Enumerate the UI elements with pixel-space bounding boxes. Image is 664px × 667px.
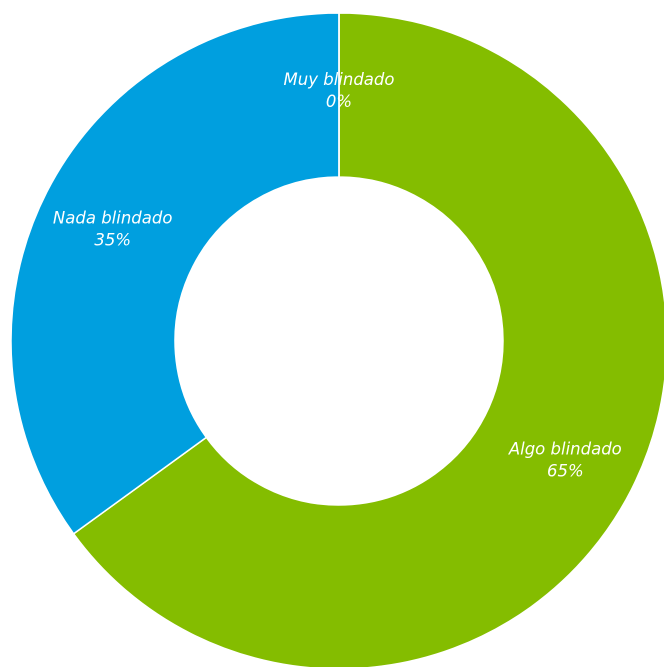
slice-algo-blindado — [72, 12, 664, 667]
slice-value-nada-blindado: 35% — [94, 231, 131, 250]
slice-label-algo-blindado: Algo blindado — [508, 439, 622, 458]
slice-value-muy-blindado: 0% — [326, 92, 352, 111]
slice-label-nada-blindado: Nada blindado — [53, 209, 173, 228]
slice-value-algo-blindado: 65% — [547, 461, 584, 480]
slice-nada-blindado — [10, 12, 340, 535]
donut-slices — [10, 12, 664, 667]
slice-label-muy-blindado: Muy blindado — [284, 70, 395, 89]
slice-labels: Muy blindado 0% Algo blindado 65% Nada blind… — [53, 70, 622, 480]
